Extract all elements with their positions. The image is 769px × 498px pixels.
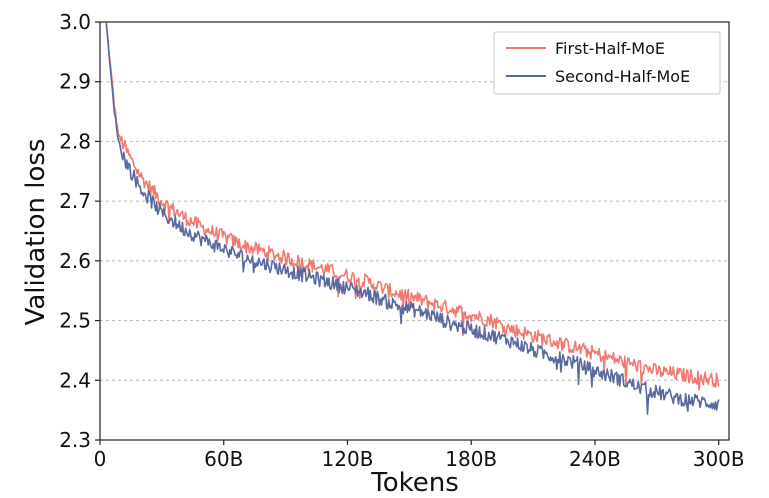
y-tick-label: 2.5: [59, 309, 91, 333]
grid-lines: [100, 81, 729, 381]
y-tick-label: 2.6: [59, 249, 91, 273]
legend: First-Half-MoE Second-Half-MoE: [493, 31, 721, 95]
series-lines: [105, 21, 720, 415]
x-axis-title: Tokens: [370, 468, 459, 498]
series-line-second-half-moe: [105, 23, 720, 415]
y-tick-label: 3.0: [59, 10, 91, 34]
x-tick-label: 60B: [204, 447, 243, 471]
x-tick-label: 240B: [569, 447, 621, 471]
y-tick-label: 2.3: [59, 428, 91, 452]
y-tick-label: 2.9: [59, 70, 91, 94]
tick-marks-and-labels: 0 60B 120B 180B 240B 300B 2.3 2.4 2.5 2.6 2.7 2.8 2.…: [59, 10, 744, 471]
x-tick-label: 300B: [693, 447, 745, 471]
legend-box: [493, 31, 721, 95]
y-tick-label: 2.4: [59, 368, 91, 392]
legend-label-second-half-moe: Second-Half-MoE: [555, 67, 690, 86]
series-line-first-half-moe: [105, 21, 720, 391]
legend-label-first-half-moe: First-Half-MoE: [555, 39, 665, 58]
y-tick-label: 2.8: [59, 129, 91, 153]
y-axis-title: Validation loss: [21, 139, 51, 326]
x-tick-label: 120B: [322, 447, 374, 471]
x-tick-label: 0: [94, 447, 107, 471]
x-tick-label: 180B: [445, 447, 497, 471]
y-tick-label: 2.7: [59, 189, 91, 213]
plot-frame: [99, 21, 730, 441]
plot-border: [99, 21, 730, 441]
